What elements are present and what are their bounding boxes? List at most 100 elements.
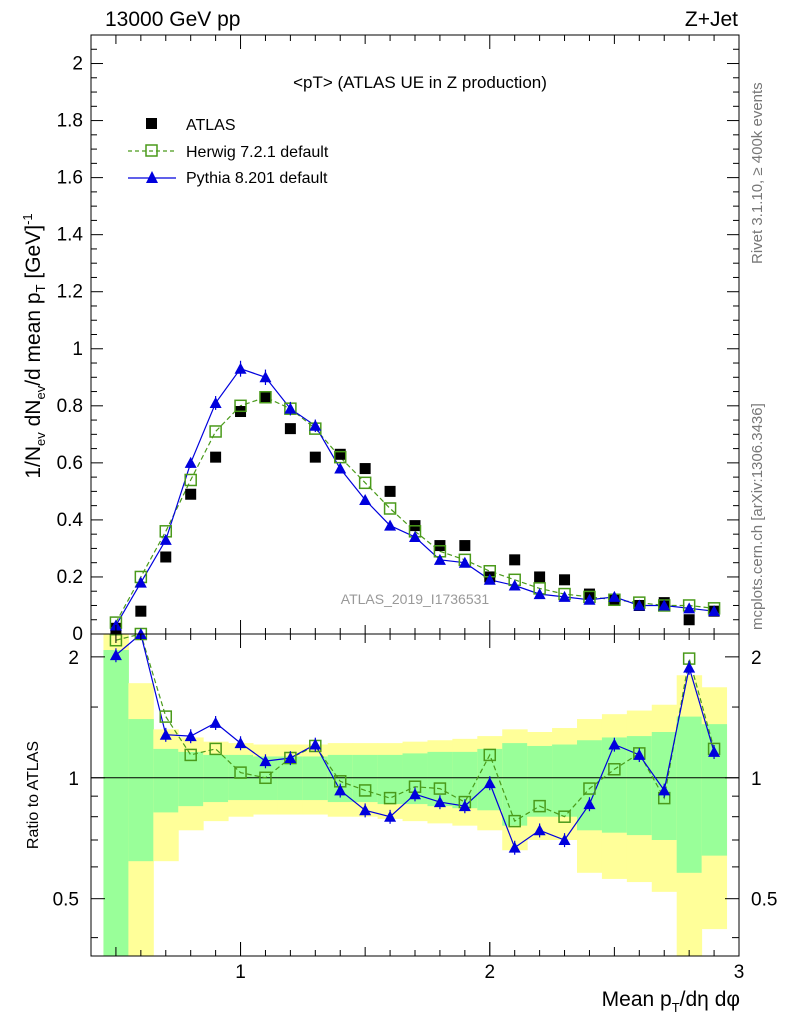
data-point [708,745,721,757]
y-tick-label: 0.2 [57,567,83,588]
ratio-axes: 0.5 0.5 1 1 2 2 1 2 3 [53,634,777,983]
inner-band-bin [128,719,154,862]
data-point [633,748,646,760]
ylabel-sub: ev [33,385,48,399]
data-point [209,425,222,438]
series-line [115,367,715,626]
inner-band-bin [676,716,703,873]
y-tick-label: 0.4 [57,510,84,531]
ratio-panel: 0.5 0.5 1 1 2 2 1 2 3 Ratio to ATLAS Mean pT/dη … [25,627,777,1015]
process-label: Z+Jet [685,8,738,31]
data-point [359,804,372,816]
data-point [259,391,271,403]
legend-label-herwig: Herwig 7.2.1 default [186,144,329,161]
uncertainty-bands [103,634,728,956]
data-point [508,841,521,853]
legend-marker-pythia [146,171,158,183]
data-point [159,533,172,545]
data-point [583,593,596,605]
data-point [608,763,621,776]
inner-band-bin [377,754,404,805]
xlabel-sub: T [672,1000,680,1015]
data-point [184,456,197,468]
data-point [433,782,447,795]
xlabel-part: /dη dφ [680,988,740,1011]
data-point [483,777,496,789]
inner-band-bin [552,744,578,817]
data-point [508,814,521,828]
x-axis-label: Mean pT/dη dφ [602,988,740,1015]
data-point [608,738,621,750]
inner-band-bin [153,748,179,813]
legend-label-pythia: Pythia 8.201 default [186,170,328,187]
data-point [558,810,571,823]
data-point [708,605,721,617]
ratio-y-tick-label: 0.5 [53,890,79,911]
y-tick-label: 1.4 [57,225,84,246]
y-tick-label: 1 [72,339,83,360]
data-point [508,579,521,591]
data-point [583,798,596,810]
y-tick-label: 1.8 [57,111,83,132]
data-point [359,463,371,475]
data-point [433,553,446,565]
main-axes: 0 0.2 0.4 0.6 0.8 1 1.2 1.4 1.6 1.8 2 [57,35,739,645]
data-point [533,799,546,813]
x-tick-label: 1 [235,962,246,983]
data-point [483,573,496,585]
data-point [259,771,272,785]
data-point [533,588,546,600]
data-point [334,784,347,796]
data-point [259,755,272,767]
inner-band-bin [502,743,528,826]
data-point [209,716,222,728]
data-point [160,551,172,563]
data-point [184,730,197,742]
legend: ATLAS Herwig 7.2.1 default Pythia 8.201 … [128,117,329,187]
data-point [458,800,471,812]
data-point [234,362,247,374]
legend-label-atlas: ATLAS [186,117,236,134]
data-point [384,519,397,531]
xlabel-part: Mean p [602,988,672,1011]
data-point [633,599,646,611]
main-title: <pT> (ATLAS UE in Z production) [293,73,547,92]
data-point [109,649,122,661]
data-point [185,488,197,500]
data-point [483,748,497,762]
data-point [533,824,546,836]
data-point [209,742,222,756]
data-point [384,810,397,822]
ylabel-part: /d mean p [22,292,45,385]
data-point [658,784,671,796]
data-point [433,796,446,808]
data-point [608,590,621,602]
data-point [383,502,397,515]
data-point [358,784,372,797]
data-point [134,576,147,588]
data-point [509,554,521,566]
data-point [334,448,346,460]
data-point [683,602,696,614]
ylabel-sub: ev [33,432,48,446]
ratio-y-tick-label: 0.5 [751,890,777,911]
ylabel-sub: T [33,284,48,292]
data-point [210,451,222,463]
data-point [409,788,421,800]
y-tick-label: 0.6 [57,453,83,474]
data-point [109,619,122,631]
data-point [683,614,695,626]
data-point [384,485,396,497]
ratio-y-tick-label: 1 [751,769,762,790]
data-point [309,419,322,431]
data-point [358,476,372,490]
data-point [309,738,322,750]
data-point [234,737,247,749]
series-line [115,396,715,623]
ratio-markers [109,627,721,855]
data-point [558,590,571,602]
data-point [284,402,297,414]
y-tick-label: 2 [72,54,83,75]
data-point [159,710,173,723]
data-point [534,571,546,583]
